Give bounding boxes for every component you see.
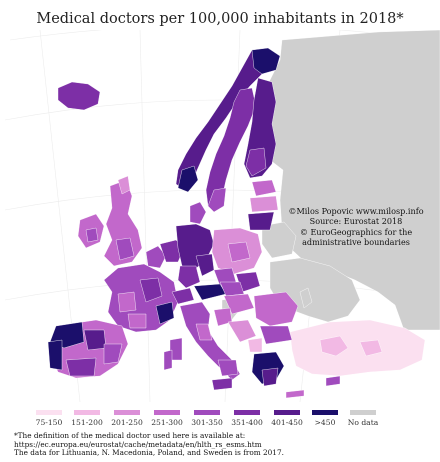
- legend-swatch: [312, 410, 338, 415]
- legend-label: 301-350: [191, 418, 223, 427]
- legend-label: 251-300: [151, 418, 183, 427]
- central-europe-region: [145, 223, 263, 293]
- credit-line: administrative boundaries: [302, 236, 410, 247]
- legend-swatch: [74, 410, 100, 415]
- islands-region: [163, 349, 341, 399]
- footnote-line: The data for Lithuania, N. Macedonia, Po…: [14, 448, 284, 458]
- legend-label: 351-400: [231, 418, 263, 427]
- finland-region: [243, 77, 277, 179]
- legend-label: No data: [347, 418, 379, 427]
- footnote-line: *The definition of the medical doctor us…: [14, 431, 246, 440]
- legend-swatch: [36, 410, 62, 415]
- uk-ireland-region: [77, 175, 143, 267]
- turkey-region: [289, 319, 426, 377]
- credit-line: © EuroGeographics for the: [299, 226, 413, 237]
- legend-swatch: [194, 410, 220, 415]
- balkans-region: [213, 291, 299, 387]
- footnote-line: https://ec.europa.eu/eurostat/cache/meta…: [14, 439, 262, 449]
- choropleth-map: [0, 30, 440, 402]
- map-svg: [4, 30, 440, 402]
- legend-swatch: [274, 410, 300, 415]
- legend-label: 201-250: [111, 418, 143, 427]
- credit-line: Source: Eurostat 2018: [309, 216, 403, 227]
- credit-line: ©Milos Popovic www.milosp.info: [288, 206, 424, 216]
- norway-region: [175, 47, 281, 193]
- moldova-region: [299, 287, 313, 309]
- belarus-region: [261, 221, 297, 259]
- italy-region: [169, 301, 241, 391]
- credits-block: ©Milos Popovic www.milosp.info Source: E…: [276, 206, 436, 247]
- legend-label: 75-150: [35, 418, 63, 427]
- france-region: [103, 263, 179, 333]
- map-legend: 75-150 151-200 201-250 251-300 301-350 3…: [18, 402, 438, 427]
- legend-label: 401-450: [271, 418, 303, 427]
- legend-swatch: [350, 410, 376, 415]
- denmark-region: [189, 201, 207, 225]
- legend-label: >450: [314, 418, 336, 427]
- legend-swatch: [234, 410, 260, 415]
- iceland-region: [57, 81, 101, 111]
- footnote: *The definition of the medical doctor us…: [14, 431, 434, 458]
- iberia-region: [47, 319, 129, 379]
- legend-swatch: [114, 410, 140, 415]
- legend-swatch: [154, 410, 180, 415]
- map-title: Medical doctors per 100,000 inhabitants …: [36, 11, 404, 27]
- legend-label: 151-200: [71, 418, 103, 427]
- baltic-region: [247, 179, 279, 231]
- sweden-region: [205, 87, 257, 213]
